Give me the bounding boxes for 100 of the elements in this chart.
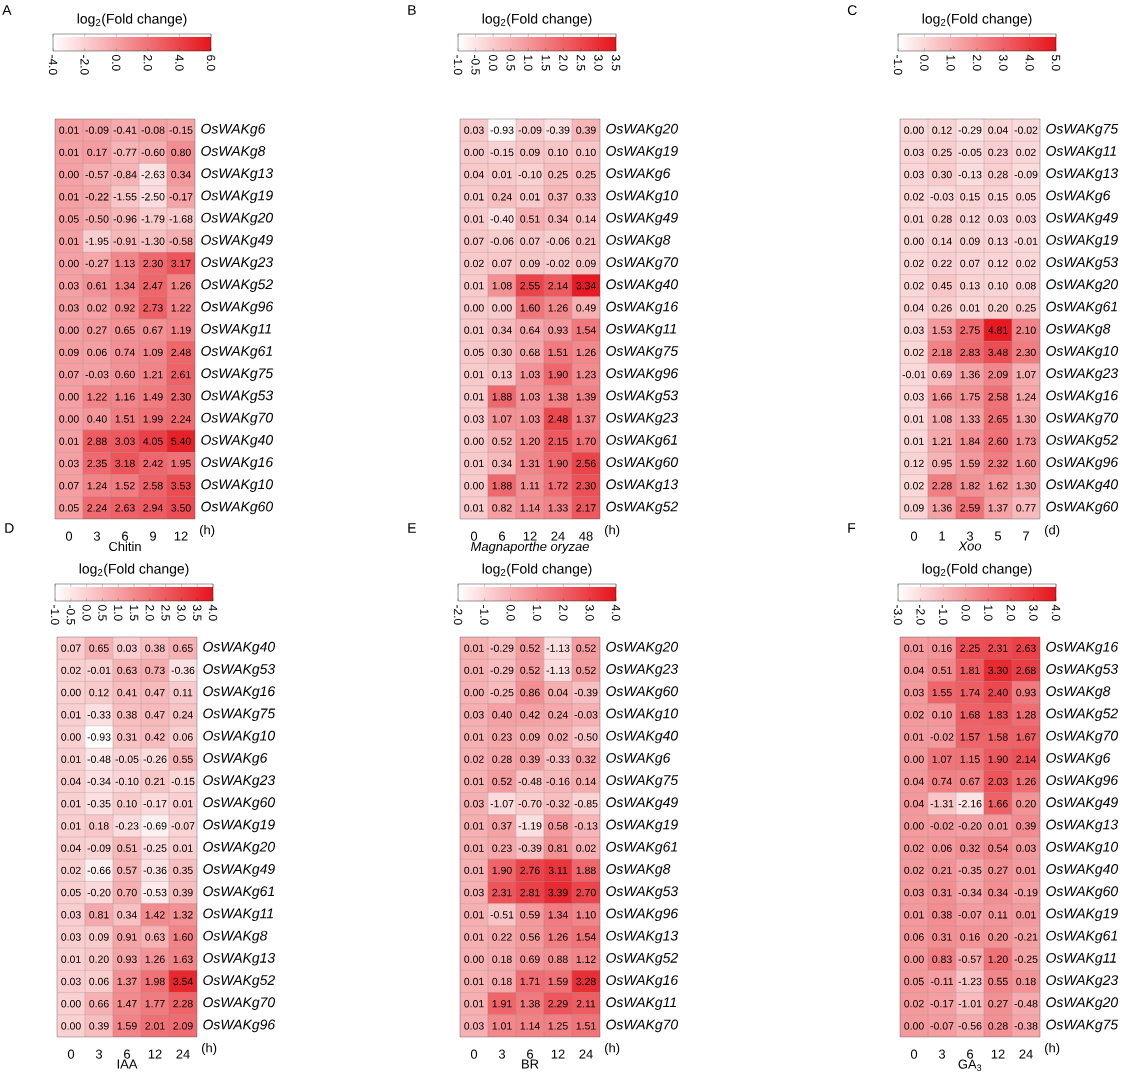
data-label: -0.10 [518, 170, 542, 179]
data-label: 2.30 [1016, 348, 1036, 357]
data-label: 0.05 [61, 888, 81, 897]
data-label: 1.37 [988, 504, 1008, 512]
color-bar-label: 4.0 [175, 54, 184, 71]
x-tick-label: 3 [95, 1049, 103, 1059]
data-label: 0.12 [904, 459, 924, 468]
x-tick-label: 3 [498, 1049, 506, 1059]
y-tick-label: OsWAKg49 [606, 797, 678, 810]
y-tick-label: OsWAKg75 [606, 346, 679, 359]
data-label: 1.22 [171, 304, 191, 312]
data-label: 0.07 [464, 237, 484, 245]
data-label: -0.07 [171, 822, 195, 830]
data-label: -0.16 [546, 777, 570, 786]
data-label: 1.21 [932, 437, 952, 445]
data-label: 0.22 [492, 933, 512, 941]
data-label: 0.20 [1016, 799, 1036, 808]
data-label: 0.30 [492, 348, 512, 357]
data-label: 0.33 [576, 193, 596, 201]
data-label: 0.80 [171, 148, 191, 157]
data-label: 0.01 [904, 911, 924, 919]
x-tick-label: 0 [910, 531, 918, 541]
data-label: -1.19 [518, 822, 542, 830]
data-label: 2.65 [988, 415, 1008, 423]
data-label: 0.05 [59, 215, 79, 223]
color-bar-label: 0.5 [506, 54, 515, 71]
data-label: 0.00 [59, 259, 79, 268]
data-label: 4.05 [143, 437, 163, 445]
y-tick-label: OsWAKg23 [1046, 975, 1119, 988]
data-label: 0.15 [960, 193, 980, 201]
color-bar-label: 5.0 [1051, 55, 1061, 71]
data-label: 1.15 [960, 755, 980, 763]
color-bar-label: -1.0 [50, 605, 60, 625]
data-label: 1.11 [521, 482, 540, 490]
data-label: 1.70 [576, 437, 596, 445]
data-label: 1.66 [988, 799, 1008, 808]
data-label: 0.01 [464, 393, 484, 401]
data-label: -0.01 [902, 370, 926, 379]
data-label: 1.51 [548, 348, 568, 356]
data-label: 0.12 [960, 215, 980, 223]
data-label: 0.00 [904, 755, 924, 763]
data-label: 0.01 [464, 866, 484, 875]
data-label: 0.25 [548, 170, 568, 179]
data-label: 0.34 [492, 459, 512, 468]
y-tick-label: OsWAKg75 [606, 775, 679, 788]
data-label: 0.03 [61, 911, 81, 919]
data-label: 0.03 [988, 215, 1008, 223]
data-label: 0.03 [904, 148, 924, 157]
data-label: -0.25 [143, 844, 167, 852]
data-label: 1.26 [1016, 777, 1036, 786]
y-tick-label: OsWAKg61 [203, 886, 274, 899]
color-bar-label: -2.0 [80, 55, 89, 75]
data-label: 0.74 [115, 348, 135, 357]
x-tick-label: 24 [579, 1049, 593, 1059]
y-tick-label: OsWAKg8 [1046, 323, 1111, 337]
data-label: 0.01 [960, 304, 980, 312]
data-label: 0.06 [89, 977, 109, 986]
x-tick-label: 24 [1019, 1049, 1033, 1059]
data-label: 1.81 [960, 666, 980, 675]
data-label: 0.24 [548, 711, 568, 719]
y-tick-label: OsWAKg16 [1046, 390, 1119, 404]
data-label: 0.10 [548, 148, 568, 157]
data-label: 0.06 [87, 348, 107, 357]
y-tick-label: OsWAKg20 [201, 212, 274, 226]
data-label: -1.13 [546, 644, 570, 652]
data-label: 0.01 [464, 844, 484, 852]
data-label: 0.13 [960, 281, 980, 290]
y-tick-label: OsWAKg49 [201, 234, 273, 248]
data-label: -0.34 [87, 777, 111, 786]
x-tick-label: 3 [938, 1049, 946, 1059]
data-label: 2.09 [173, 1022, 193, 1030]
data-label: 2.58 [988, 393, 1008, 401]
data-label: 0.25 [932, 148, 952, 157]
data-label: 0.47 [145, 711, 165, 719]
color-bar-label: 1.0 [114, 605, 123, 621]
data-label: 0.14 [576, 777, 596, 786]
data-label: 1.31 [520, 459, 540, 468]
data-label: 0.01 [59, 126, 79, 134]
color-bar-label: 1.0 [946, 55, 955, 71]
y-tick-label: OsWAKg52 [1046, 434, 1118, 448]
y-tick-label: OsWAKg6 [1046, 190, 1111, 204]
data-label: 0.01 [520, 193, 540, 201]
data-label: 0.39 [520, 755, 540, 763]
data-label: 3.50 [171, 504, 191, 512]
data-label: 0.03 [59, 459, 79, 468]
color-bar-title: log$_{2}$(Fold change) [77, 13, 187, 27]
data-label: 0.04 [904, 799, 924, 808]
data-label: 0.03 [464, 799, 484, 808]
data-label: -0.34 [958, 888, 982, 897]
data-label: 0.02 [464, 259, 484, 268]
data-label: 1.13 [115, 259, 135, 268]
data-label: 0.35 [173, 866, 193, 875]
color-bar-label: 4.0 [611, 604, 621, 621]
data-label: 0.02 [1016, 148, 1036, 157]
x-axis-title: IAA [117, 1059, 138, 1069]
data-label: 0.00 [61, 999, 81, 1008]
data-label: 0.03 [117, 644, 137, 652]
data-label: 0.93 [548, 326, 568, 334]
data-label: 1.28 [1016, 711, 1036, 719]
x-axis-title: BR [522, 1059, 539, 1069]
